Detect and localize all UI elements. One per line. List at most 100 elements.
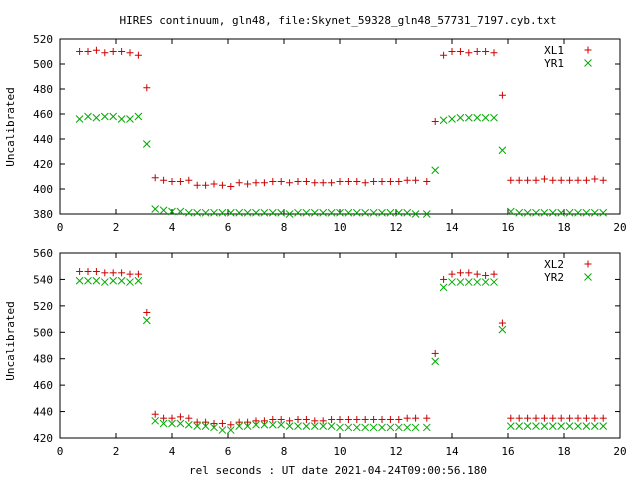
data-point — [344, 423, 353, 432]
data-point — [109, 276, 118, 285]
data-point — [423, 414, 431, 422]
data-point — [369, 423, 378, 432]
y-tick-label: 380 — [33, 208, 53, 221]
data-point — [268, 420, 277, 429]
data-point — [227, 421, 235, 429]
data-point — [235, 418, 243, 426]
data-point — [465, 49, 473, 57]
data-point — [549, 414, 557, 422]
data-point — [168, 207, 176, 216]
y-tick-label: 420 — [33, 432, 53, 445]
data-point — [294, 208, 302, 217]
y-tick-label: 460 — [33, 108, 53, 121]
data-point — [448, 48, 456, 55]
legend-marker — [584, 46, 592, 54]
data-point — [403, 176, 411, 184]
data-point — [84, 276, 92, 285]
data-point — [403, 423, 412, 432]
data-point — [218, 181, 226, 189]
data-point — [557, 414, 565, 422]
data-point — [456, 48, 464, 55]
data-point — [319, 422, 328, 430]
data-point — [151, 410, 159, 418]
data-point — [294, 422, 302, 430]
x-tick-label: 0 — [57, 445, 64, 458]
data-point — [160, 414, 168, 422]
data-point — [394, 208, 403, 217]
data-point — [481, 278, 490, 286]
data-point — [599, 176, 607, 184]
series-xl2 — [76, 268, 607, 429]
data-point — [260, 420, 269, 429]
data-point — [395, 178, 403, 185]
data-point — [431, 118, 439, 125]
data-point — [277, 416, 285, 423]
x-tick-label: 20 — [613, 445, 626, 458]
data-point — [336, 416, 344, 423]
data-point — [532, 422, 540, 430]
data-point — [268, 208, 277, 217]
x-tick-label: 14 — [445, 445, 459, 458]
data-point — [109, 112, 118, 121]
data-point — [75, 115, 84, 123]
data-point — [524, 176, 532, 184]
x-tick-label: 14 — [445, 221, 459, 234]
data-point — [252, 179, 260, 187]
data-point — [184, 208, 193, 217]
data-point — [193, 208, 202, 217]
data-point — [378, 423, 386, 432]
data-point — [176, 419, 185, 428]
data-point — [369, 208, 378, 217]
data-point — [235, 179, 243, 187]
data-point — [431, 357, 440, 366]
data-point — [160, 176, 168, 184]
x-tick-label: 6 — [225, 221, 232, 234]
data-point — [336, 208, 344, 217]
data-point — [260, 417, 268, 425]
y-tick-label: 480 — [33, 353, 53, 366]
data-point — [118, 269, 126, 277]
data-point — [101, 269, 109, 277]
data-point — [277, 178, 285, 185]
data-point — [353, 178, 361, 185]
data-point — [515, 422, 524, 430]
data-point — [532, 176, 540, 184]
data-point — [386, 423, 395, 432]
data-point — [277, 208, 286, 217]
x-tick-label: 20 — [613, 221, 626, 234]
data-point — [142, 316, 151, 325]
data-point — [456, 113, 465, 122]
data-point — [490, 278, 498, 286]
data-point — [482, 48, 490, 55]
data-point — [117, 276, 126, 285]
data-point — [361, 423, 370, 432]
data-point — [498, 91, 506, 99]
data-point — [101, 49, 109, 57]
x-tick-label: 2 — [113, 221, 120, 234]
data-point — [448, 270, 456, 278]
data-point — [386, 416, 394, 423]
chart-title: HIRES continuum, gln48, file:Skynet_5932… — [119, 14, 556, 27]
data-point — [473, 48, 481, 55]
data-point — [448, 278, 456, 286]
data-point — [286, 417, 294, 425]
data-point — [210, 423, 218, 432]
data-point — [431, 349, 439, 357]
data-point — [557, 422, 566, 430]
data-point — [285, 210, 294, 218]
data-point — [310, 208, 319, 217]
data-point — [582, 414, 590, 422]
data-point — [439, 116, 448, 125]
data-point — [100, 112, 109, 121]
data-point — [302, 416, 310, 423]
data-point — [473, 270, 481, 278]
data-point — [210, 208, 218, 217]
data-point — [168, 419, 176, 428]
data-point — [582, 208, 591, 217]
data-point — [201, 422, 210, 430]
data-point — [574, 208, 582, 217]
data-point — [218, 208, 227, 217]
x-axis-label: rel seconds : UT date 2021-04-24T09:00:5… — [189, 464, 487, 477]
data-point — [134, 276, 143, 285]
